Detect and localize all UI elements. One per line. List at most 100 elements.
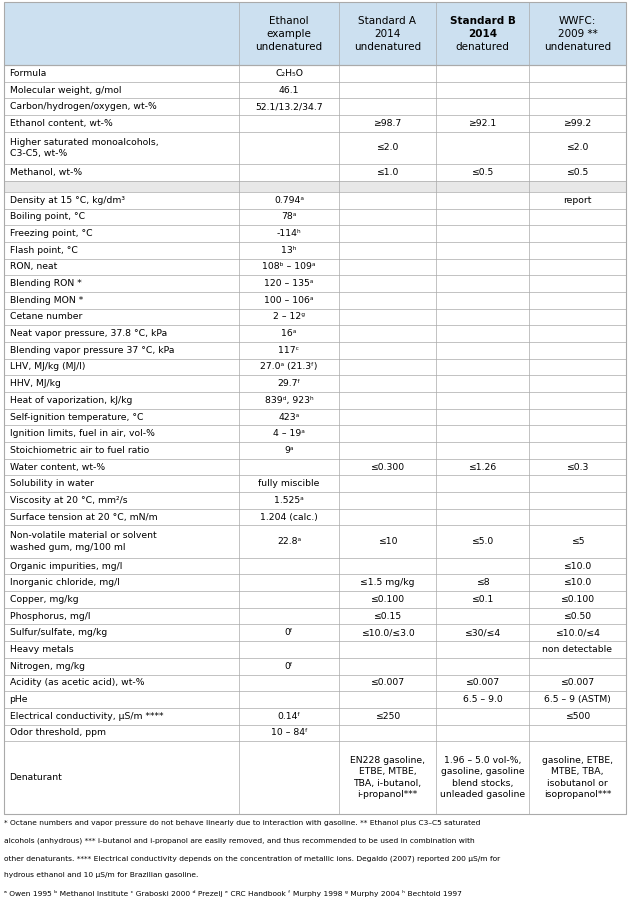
Text: ≤0.007: ≤0.007: [370, 678, 404, 688]
Text: Heavy metals: Heavy metals: [10, 645, 73, 654]
Text: undenatured: undenatured: [544, 41, 611, 51]
Bar: [4, 392, 626, 409]
Bar: [4, 65, 626, 82]
Text: other denaturants. **** Electrical conductivity depends on the concentration of : other denaturants. **** Electrical condu…: [4, 855, 500, 861]
Text: 423ᵃ: 423ᵃ: [278, 412, 300, 421]
Text: 22.8ᵃ: 22.8ᵃ: [277, 537, 301, 546]
Text: Solubility in water: Solubility in water: [10, 479, 93, 488]
Bar: [4, 741, 626, 814]
Text: Higher saturated monoalcohols,: Higher saturated monoalcohols,: [10, 138, 158, 147]
Bar: [4, 691, 626, 708]
Bar: [4, 181, 626, 192]
Text: pHe: pHe: [10, 695, 28, 704]
Text: HHV, MJ/kg: HHV, MJ/kg: [10, 379, 60, 388]
Text: Copper, mg/kg: Copper, mg/kg: [10, 595, 78, 604]
Text: Density at 15 °C, kg/dm³: Density at 15 °C, kg/dm³: [10, 196, 124, 205]
Bar: [4, 708, 626, 724]
Text: report: report: [563, 196, 592, 205]
Text: Blending MON *: Blending MON *: [10, 296, 83, 305]
Bar: [4, 82, 626, 98]
Bar: [4, 558, 626, 575]
Text: ≤30/≤4: ≤30/≤4: [464, 628, 500, 637]
Text: Stoichiometric air to fuel ratio: Stoichiometric air to fuel ratio: [10, 446, 149, 454]
Text: ᵃ Owen 1995 ᵇ Methanol Institute ᶜ Graboski 2000 ᵈ Prezelj ᵉ CRC Handbook ᶠ Murp: ᵃ Owen 1995 ᵇ Methanol Institute ᶜ Grabo…: [4, 890, 462, 897]
Text: undenatured: undenatured: [354, 41, 421, 51]
Text: Self-ignition temperature, °C: Self-ignition temperature, °C: [10, 412, 143, 421]
Bar: [4, 2, 626, 65]
Text: 1.96 – 5.0 vol-%,: 1.96 – 5.0 vol-%,: [444, 756, 521, 765]
Text: Standard A: Standard A: [359, 16, 417, 26]
Text: RON, neat: RON, neat: [10, 263, 57, 272]
Text: 4 – 19ᵃ: 4 – 19ᵃ: [273, 430, 305, 438]
Text: ETBE, MTBE,: ETBE, MTBE,: [359, 767, 417, 777]
Text: 78ᵃ: 78ᵃ: [281, 212, 297, 221]
Text: ≤1.0: ≤1.0: [377, 168, 399, 177]
Text: 13ʰ: 13ʰ: [281, 246, 297, 254]
Bar: [4, 658, 626, 675]
Text: Heat of vaporization, kJ/kg: Heat of vaporization, kJ/kg: [10, 396, 132, 405]
Text: WWFC:: WWFC:: [559, 16, 596, 26]
Text: Organic impurities, mg/l: Organic impurities, mg/l: [10, 562, 122, 571]
Bar: [4, 575, 626, 591]
Text: Odor threshold, ppm: Odor threshold, ppm: [10, 728, 105, 737]
Text: ≤1.5 mg/kg: ≤1.5 mg/kg: [360, 578, 415, 588]
Text: 0.794ᵃ: 0.794ᵃ: [274, 196, 304, 205]
Text: ≤0.5: ≤0.5: [471, 168, 493, 177]
Bar: [4, 492, 626, 509]
Text: undenatured: undenatured: [255, 41, 323, 51]
Bar: [4, 591, 626, 608]
Bar: [4, 225, 626, 241]
Text: ≤0.007: ≤0.007: [465, 678, 500, 688]
Text: Water content, wt-%: Water content, wt-%: [10, 463, 105, 472]
Bar: [4, 2, 626, 65]
Bar: [4, 65, 626, 814]
Text: Ignition limits, fuel in air, vol-%: Ignition limits, fuel in air, vol-%: [10, 430, 154, 438]
Text: ≤10.0: ≤10.0: [563, 562, 592, 571]
Text: ≤5: ≤5: [571, 537, 584, 546]
Text: unleaded gasoline: unleaded gasoline: [440, 790, 525, 800]
Text: TBA, i-butanol,: TBA, i-butanol,: [354, 778, 422, 788]
Text: denatured: denatured: [455, 41, 509, 51]
Bar: [4, 624, 626, 641]
Text: isobutanol or: isobutanol or: [547, 778, 608, 788]
Text: Neat vapor pressure, 37.8 °C, kPa: Neat vapor pressure, 37.8 °C, kPa: [10, 330, 167, 338]
Bar: [4, 98, 626, 115]
Text: 839ᵈ, 923ʰ: 839ᵈ, 923ʰ: [265, 396, 314, 405]
Text: Blending RON *: Blending RON *: [10, 279, 81, 288]
Text: Ethanol: Ethanol: [269, 16, 309, 26]
Text: example: example: [267, 28, 311, 39]
Text: Viscosity at 20 °C, mm²/s: Viscosity at 20 °C, mm²/s: [10, 496, 127, 505]
Text: Boiling point, °C: Boiling point, °C: [10, 212, 84, 221]
Bar: [4, 115, 626, 131]
Text: fully miscible: fully miscible: [258, 479, 319, 488]
Bar: [4, 459, 626, 476]
Text: ≤250: ≤250: [375, 711, 400, 721]
Text: C3-C5, wt-%: C3-C5, wt-%: [10, 149, 67, 158]
Bar: [4, 259, 626, 275]
Text: 2014: 2014: [374, 28, 401, 39]
Text: ≤5.0: ≤5.0: [471, 537, 493, 546]
Bar: [4, 476, 626, 492]
Bar: [4, 208, 626, 225]
Text: C₂H₅O: C₂H₅O: [275, 69, 303, 78]
Text: Electrical conductivity, μS/m ****: Electrical conductivity, μS/m ****: [10, 711, 163, 721]
Text: ≤1.26: ≤1.26: [469, 463, 497, 472]
Bar: [4, 409, 626, 425]
Text: ≤10: ≤10: [378, 537, 398, 546]
Text: ≤0.100: ≤0.100: [561, 595, 594, 604]
Bar: [4, 375, 626, 392]
Text: hydrous ethanol and 10 μS/m for Brazilian gasoline.: hydrous ethanol and 10 μS/m for Brazilia…: [4, 872, 198, 879]
Text: ≤10.0: ≤10.0: [563, 578, 592, 588]
Text: i-propanol***: i-propanol***: [358, 790, 418, 800]
Text: -114ʰ: -114ʰ: [277, 230, 302, 238]
Text: 10 – 84ᶠ: 10 – 84ᶠ: [271, 728, 307, 737]
Text: ≤0.5: ≤0.5: [566, 168, 589, 177]
Text: 16ᵃ: 16ᵃ: [281, 330, 297, 338]
Text: 6.5 – 9 (ASTM): 6.5 – 9 (ASTM): [544, 695, 611, 704]
Text: ≥92.1: ≥92.1: [469, 118, 497, 128]
Bar: [4, 308, 626, 325]
Text: Blending vapor pressure 37 °C, kPa: Blending vapor pressure 37 °C, kPa: [10, 346, 174, 354]
Text: 1.525ᵃ: 1.525ᵃ: [274, 496, 304, 505]
Text: 9ᵃ: 9ᵃ: [284, 446, 294, 454]
Bar: [4, 359, 626, 375]
